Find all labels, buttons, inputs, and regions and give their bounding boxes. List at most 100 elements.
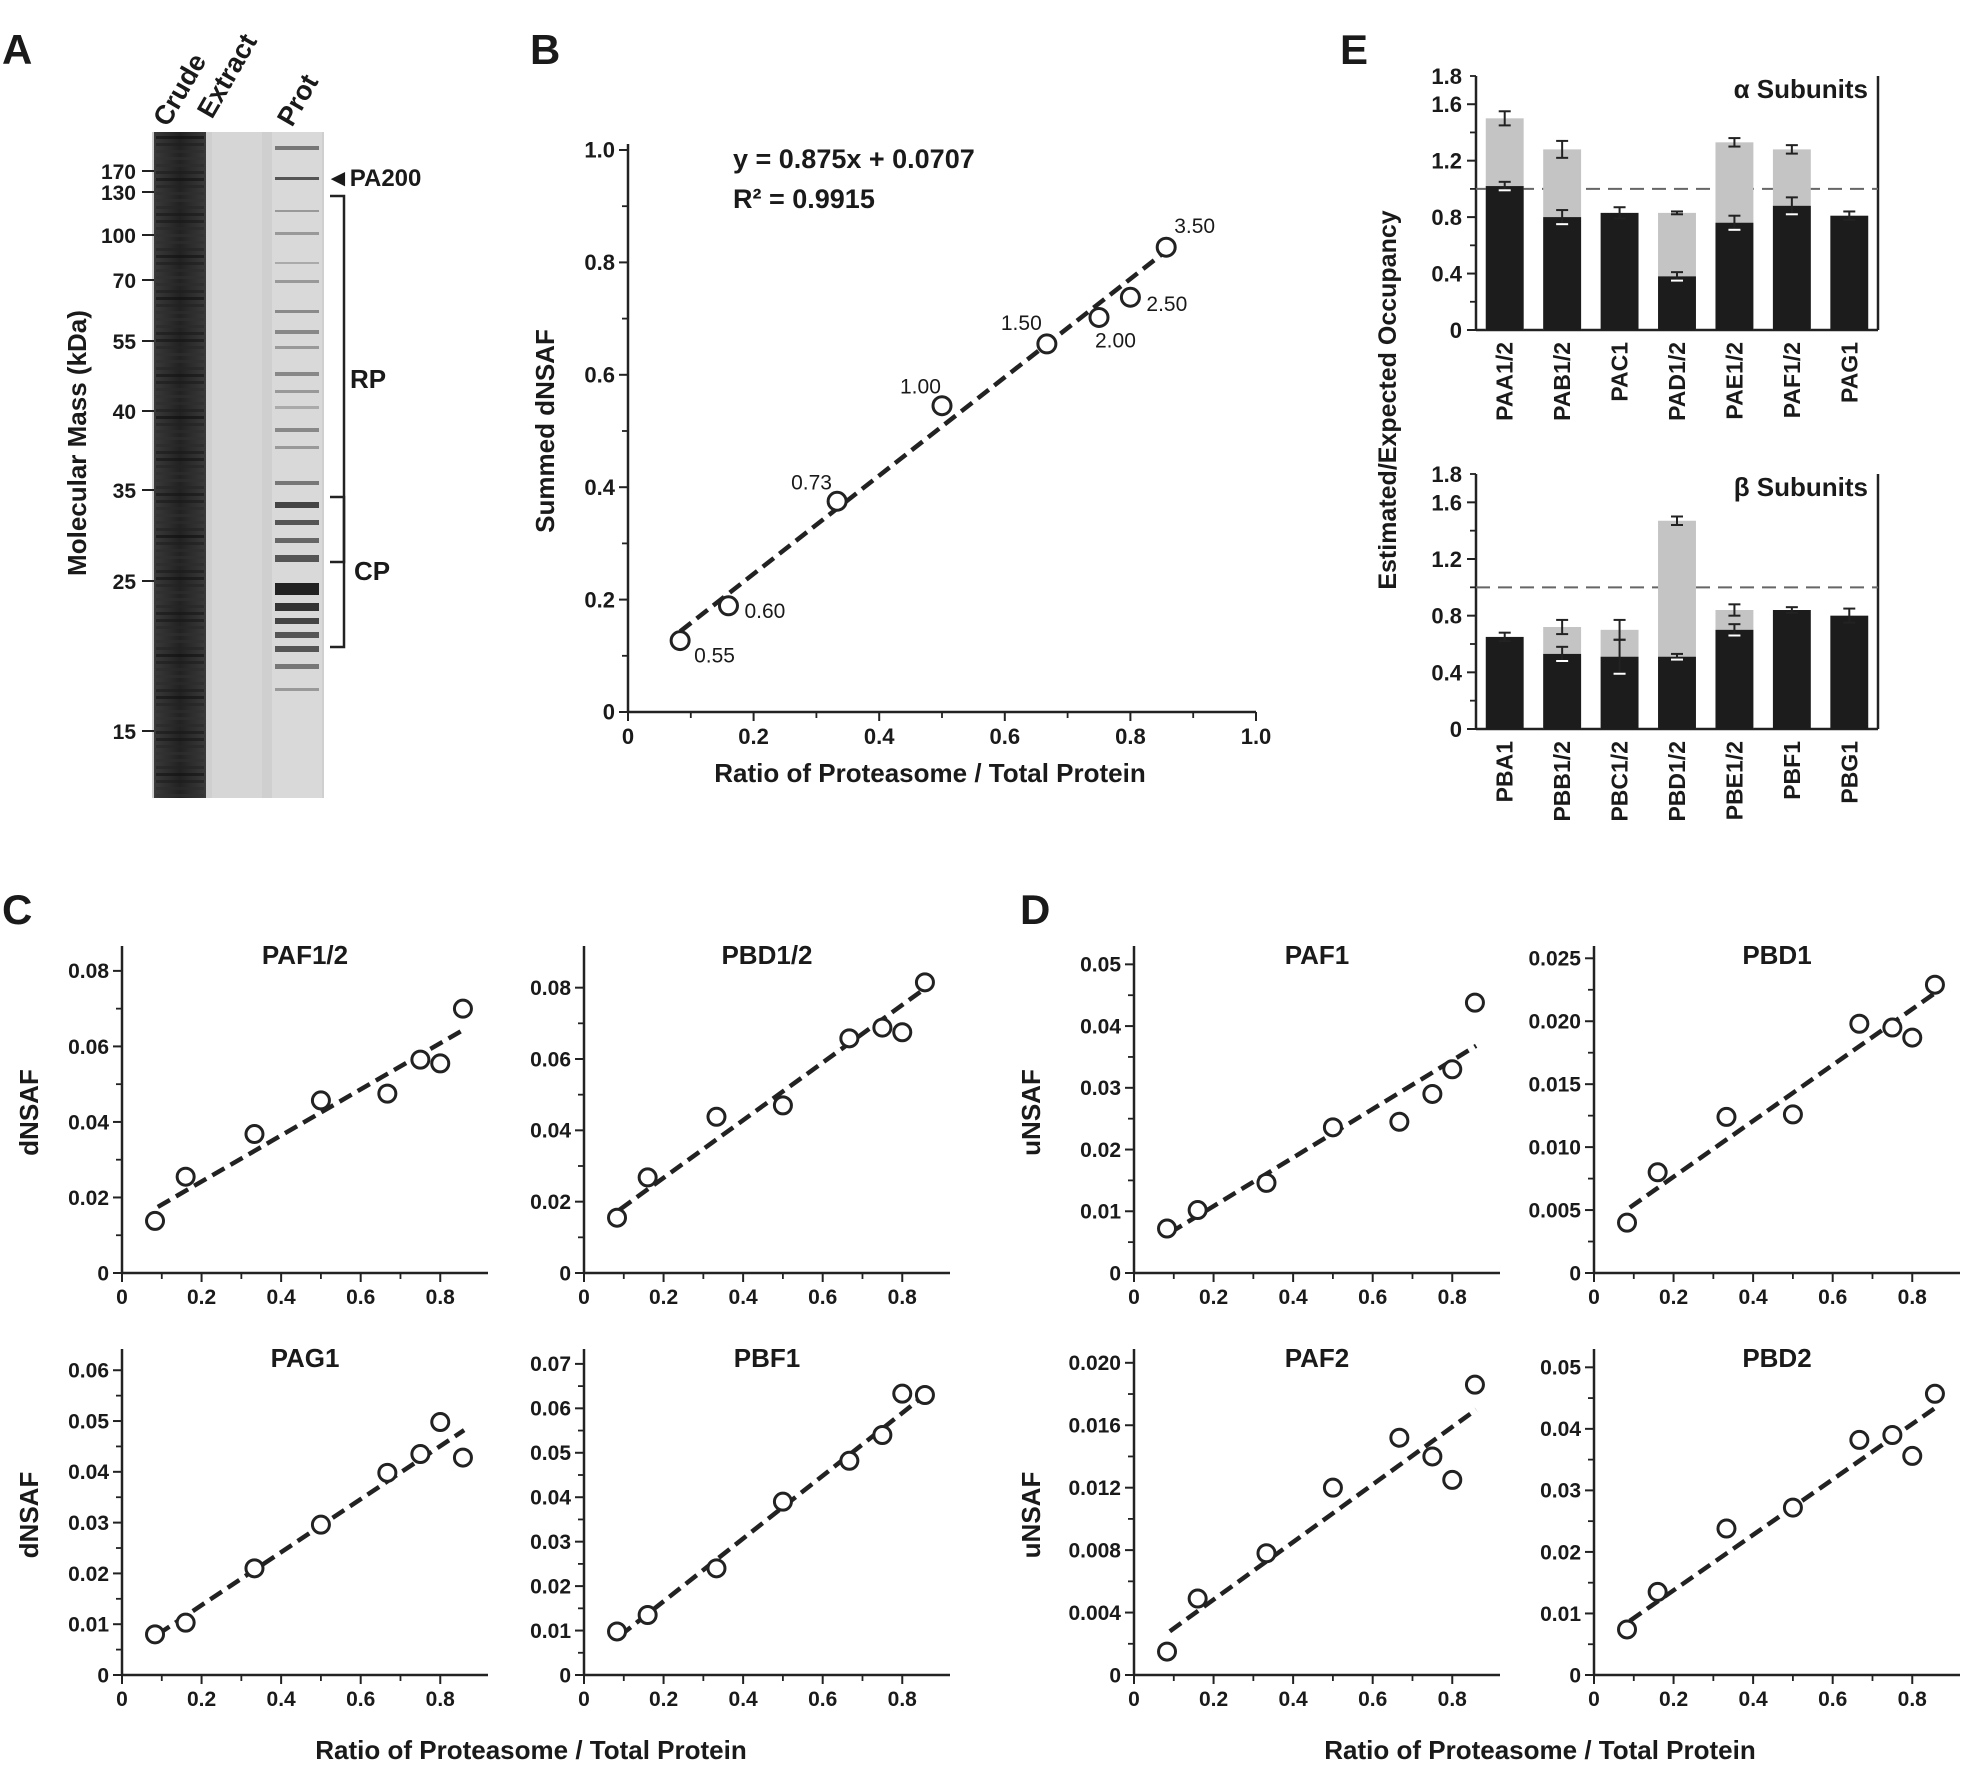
x-tick-label: 0 <box>116 1688 128 1711</box>
x-tick-label: 0.8 <box>888 1688 918 1711</box>
x-tick-label: 0.2 <box>649 1286 678 1309</box>
x-tick-label: 0.8 <box>426 1286 456 1309</box>
gel-band-crude <box>156 787 204 790</box>
gel-band-crude <box>156 724 204 727</box>
gel-band-crude <box>156 563 204 566</box>
y-axis-label: uNSAF <box>1016 1069 1046 1156</box>
gel-band-crude <box>156 290 204 293</box>
y-tick-label: 0.05 <box>530 1442 571 1465</box>
bar-dark <box>1543 217 1582 330</box>
gel-band-crude <box>156 759 204 762</box>
gel-band-crude <box>156 507 204 510</box>
data-point <box>839 1028 860 1049</box>
chart-pbf1-dnsaf: 0 0.01 0.02 0.03 0.04 0.05 0.06 0.07 0 0.2 0.4 0.6 0… <box>530 1343 950 1711</box>
gel-band-crude <box>156 458 204 461</box>
x-tick-label: 0.6 <box>808 1286 837 1309</box>
y-tick-label: 0.08 <box>68 960 109 983</box>
gel-band-crude <box>156 185 204 188</box>
point-label: 0.55 <box>694 645 735 668</box>
x-tick-label: 0.4 <box>729 1286 759 1309</box>
y-tick-label: 0.03 <box>68 1512 109 1535</box>
y-tick-label: 0.010 <box>1528 1136 1581 1159</box>
data-point <box>607 1207 628 1228</box>
y-axis-label: dNSAF <box>14 1472 44 1559</box>
category-label: PAE1/2 <box>1721 342 1747 420</box>
gel-band-crude <box>156 367 204 370</box>
data-point <box>1157 1641 1178 1662</box>
y-tick-label: 0.004 <box>1068 1602 1121 1625</box>
data-point <box>1155 236 1177 258</box>
rp-label: RP <box>350 364 386 394</box>
x-tick-label: 0.2 <box>187 1286 216 1309</box>
y-tick-label: 0 <box>1569 1262 1581 1285</box>
chart-title: PAF1/2 <box>262 940 348 970</box>
category-label: PBF1 <box>1779 741 1805 800</box>
gel-band-crude <box>156 731 204 734</box>
gel-band-prot <box>275 372 319 376</box>
bar-dark <box>1658 276 1696 330</box>
gel-band-prot <box>275 502 319 508</box>
bar-dark <box>1772 205 1811 330</box>
bar-dark <box>1485 636 1524 729</box>
y-tick-label: 0.04 <box>530 1120 571 1143</box>
y-tick-label: 0 <box>1109 1262 1121 1285</box>
gel-band-prot <box>275 688 319 691</box>
y-tick-label: 0 <box>559 1262 571 1285</box>
gel-band-crude <box>156 738 204 741</box>
y-tick-label: 0.05 <box>1540 1357 1581 1380</box>
chart-beta-subunits: 0 0.4 0.8 1.2 1.6 1.8 PBA1 PBB1/2 PBC1/2 PBD1/2 PB… <box>1431 462 1880 822</box>
y-tick-label: 0.015 <box>1528 1074 1581 1097</box>
fit-line <box>1168 1407 1478 1634</box>
gel-band-prot <box>275 646 319 652</box>
gel-band-crude <box>156 703 204 706</box>
gel-bands <box>156 136 319 797</box>
data-point <box>452 998 473 1019</box>
data-point <box>1782 1104 1803 1125</box>
y-tick-label: 0.03 <box>530 1531 571 1554</box>
bar-dark <box>1772 610 1811 729</box>
gel-band-prot <box>275 390 319 393</box>
chart-paf2-unsaf: 0 0.004 0.008 0.012 0.016 0.020 0 0.2 0.4 0.6 0.8 P… <box>1016 1343 1500 1711</box>
gel-band-prot <box>275 330 319 334</box>
data-point <box>244 1558 265 1579</box>
category-label: PBC1/2 <box>1607 741 1633 822</box>
gel-band-crude <box>156 794 204 797</box>
gel-tick-label: 100 <box>101 225 136 248</box>
gel-band-crude <box>156 472 204 475</box>
x-tick-label: 0.2 <box>1199 1688 1228 1711</box>
gel-band-prot <box>275 310 319 313</box>
data-point <box>1187 1200 1208 1221</box>
point-label: 3.50 <box>1174 215 1215 238</box>
gel-band-crude <box>156 444 204 447</box>
y-tick-label: 0.02 <box>68 1563 109 1586</box>
data-point <box>706 1106 727 1127</box>
data-point <box>175 1612 196 1633</box>
gel-band-crude <box>156 423 204 426</box>
gel-band-crude <box>156 521 204 524</box>
point-label: 0.60 <box>744 600 785 623</box>
data-point <box>914 972 935 993</box>
bar-dark <box>1658 656 1696 729</box>
gel-band-crude <box>156 227 204 230</box>
gel-band-crude <box>156 388 204 391</box>
data-point <box>1849 1429 1870 1450</box>
chart-pbd1-2-dnsaf: 0 0.02 0.04 0.06 0.08 0 0.2 0.4 0.6 0.8 PBD1/2 <box>530 940 950 1309</box>
gel-band-crude <box>156 164 204 167</box>
gel-band-crude <box>156 318 204 321</box>
panel-letter-c: C <box>2 886 32 933</box>
gel-band-prot <box>275 583 319 595</box>
y-tick-label: 1.0 <box>584 138 615 163</box>
y-tick-label: 0.04 <box>68 1461 109 1484</box>
gel-band-crude <box>156 584 204 587</box>
gel-band-crude <box>156 402 204 405</box>
gel-band-crude <box>156 479 204 482</box>
x-tick-label: 0.8 <box>1898 1688 1928 1711</box>
gel-band-crude <box>156 465 204 468</box>
data-point <box>145 1210 166 1231</box>
gel-band-crude <box>156 332 204 335</box>
data-point <box>717 595 739 617</box>
data-point <box>1924 1383 1945 1404</box>
y-top-label: 1.8 <box>1431 64 1462 89</box>
cp-bracket <box>330 495 346 649</box>
chart-paf1-2-dnsaf: 0 0.02 0.04 0.06 0.08 0 0.2 0.4 0.6 0.8 PAF1/2 dNSA… <box>14 940 488 1309</box>
